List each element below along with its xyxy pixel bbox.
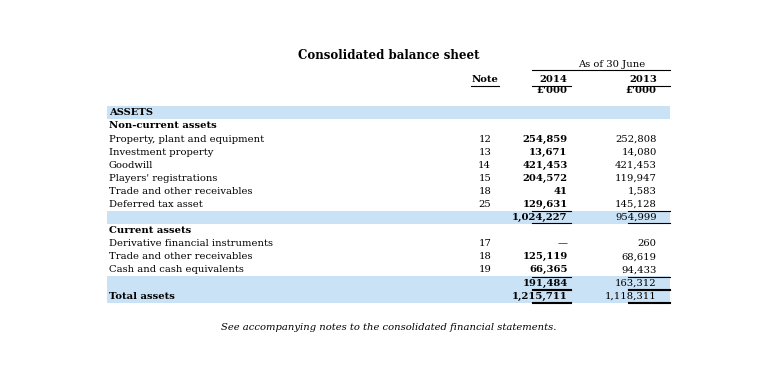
Bar — [107, 250, 670, 263]
Text: 1,215,711: 1,215,711 — [512, 291, 568, 301]
Text: Goodwill: Goodwill — [109, 161, 153, 170]
Text: —: — — [558, 239, 568, 248]
Text: Deferred tax asset: Deferred tax asset — [109, 200, 203, 209]
Text: 119,947: 119,947 — [615, 174, 657, 183]
Text: Total assets: Total assets — [109, 291, 175, 301]
Text: 260: 260 — [638, 239, 657, 248]
Text: 14: 14 — [478, 161, 491, 170]
Text: 421,453: 421,453 — [615, 161, 657, 170]
Bar — [107, 237, 670, 250]
Text: ASSETS: ASSETS — [109, 108, 153, 117]
Text: Investment property: Investment property — [109, 147, 213, 157]
Bar — [107, 224, 670, 237]
Text: Property, plant and equipment: Property, plant and equipment — [109, 134, 264, 144]
Text: Note: Note — [471, 75, 498, 84]
Text: 252,808: 252,808 — [616, 134, 657, 144]
Text: 15: 15 — [478, 174, 491, 183]
Text: 1,024,227: 1,024,227 — [512, 213, 568, 222]
Text: 1,118,311: 1,118,311 — [605, 291, 657, 301]
Text: Trade and other receivables: Trade and other receivables — [109, 253, 252, 261]
Text: 129,631: 129,631 — [522, 200, 568, 209]
Text: Non-current assets: Non-current assets — [109, 121, 216, 130]
Text: Current assets: Current assets — [109, 226, 191, 235]
Text: 2014
£'000: 2014 £'000 — [537, 75, 568, 95]
Text: 163,312: 163,312 — [615, 278, 657, 288]
Text: 254,859: 254,859 — [522, 134, 568, 144]
Bar — [107, 133, 670, 146]
Text: 125,119: 125,119 — [522, 253, 568, 261]
Text: 2013
£'000: 2013 £'000 — [625, 75, 657, 95]
Bar — [107, 290, 670, 303]
Bar — [107, 198, 670, 211]
Bar — [107, 172, 670, 185]
Bar — [107, 159, 670, 172]
Text: 1,583: 1,583 — [628, 187, 657, 196]
Text: 13: 13 — [478, 147, 491, 157]
Text: As of 30 June: As of 30 June — [578, 60, 645, 69]
Bar — [107, 185, 670, 198]
Text: 145,128: 145,128 — [615, 200, 657, 209]
Text: 18: 18 — [478, 187, 491, 196]
Text: 204,572: 204,572 — [522, 174, 568, 183]
Text: 94,433: 94,433 — [622, 265, 657, 274]
Text: 17: 17 — [478, 239, 491, 248]
Bar — [107, 277, 670, 290]
Text: Consolidated balance sheet: Consolidated balance sheet — [298, 49, 480, 62]
Text: Trade and other receivables: Trade and other receivables — [109, 187, 252, 196]
Text: 954,999: 954,999 — [615, 213, 657, 222]
Text: Cash and cash equivalents: Cash and cash equivalents — [109, 265, 244, 274]
Text: 66,365: 66,365 — [529, 265, 568, 274]
Text: See accompanying notes to the consolidated financial statements.: See accompanying notes to the consolidat… — [221, 323, 556, 332]
Text: 421,453: 421,453 — [522, 161, 568, 170]
Text: 19: 19 — [478, 265, 491, 274]
Bar — [107, 211, 670, 224]
Text: Derivative financial instruments: Derivative financial instruments — [109, 239, 272, 248]
Text: Players' registrations: Players' registrations — [109, 174, 217, 183]
Bar — [107, 119, 670, 133]
Text: 12: 12 — [478, 134, 491, 144]
Text: 13,671: 13,671 — [529, 147, 568, 157]
Text: 41: 41 — [553, 187, 568, 196]
Bar — [107, 146, 670, 159]
Text: 68,619: 68,619 — [622, 253, 657, 261]
Text: 14,080: 14,080 — [622, 147, 657, 157]
Bar — [107, 263, 670, 277]
Text: 25: 25 — [478, 200, 491, 209]
Text: 18: 18 — [478, 253, 491, 261]
Bar — [107, 106, 670, 119]
Text: 191,484: 191,484 — [522, 278, 568, 288]
